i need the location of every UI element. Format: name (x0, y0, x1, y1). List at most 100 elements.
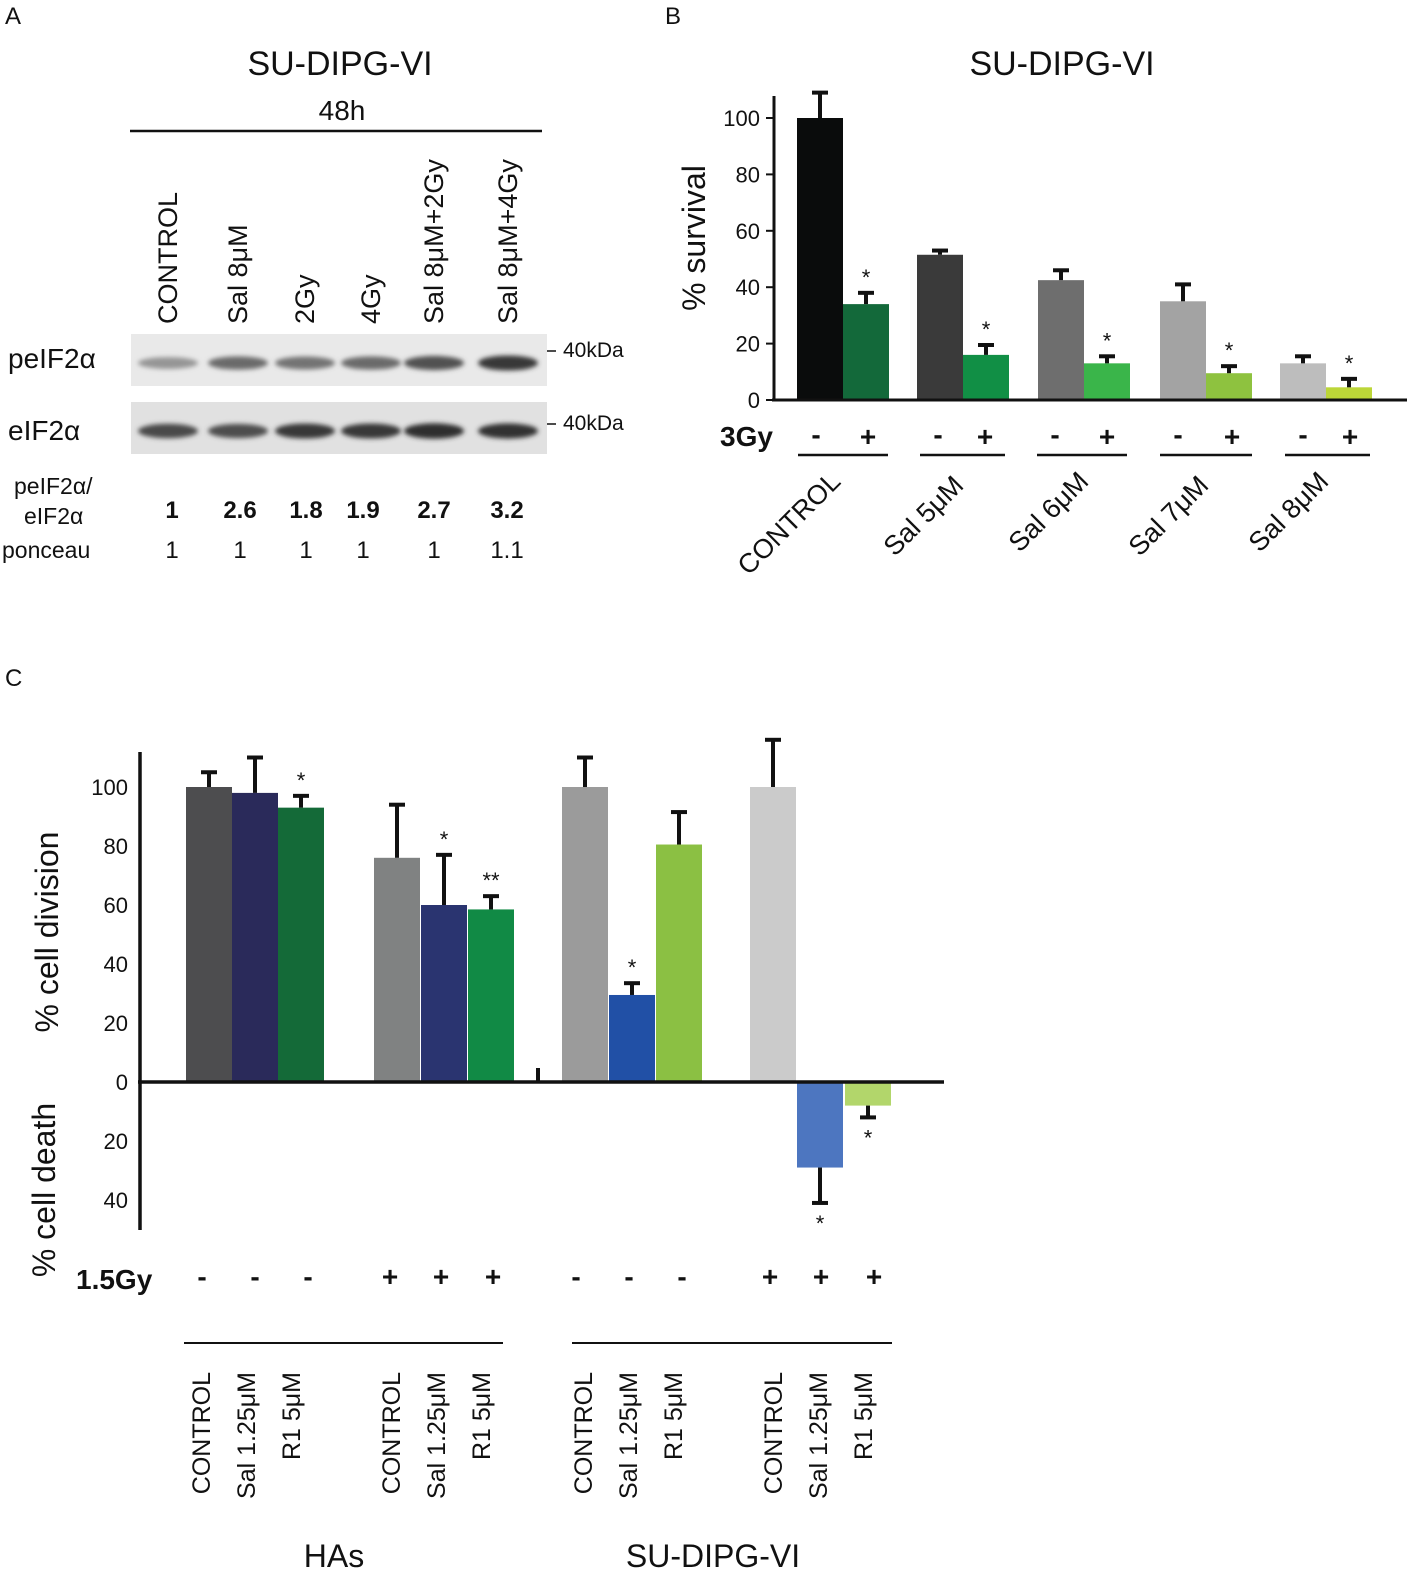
significance-star: * (816, 1211, 825, 1236)
panel-a-title: SU-DIPG-VI (247, 45, 432, 83)
significance-star: * (1225, 338, 1234, 363)
category-label: Sal 6μM (1003, 466, 1095, 558)
treatment-sign: + (813, 1261, 829, 1292)
category-label: Sal 5μM (878, 470, 970, 562)
ponceau-value: 1 (356, 537, 369, 564)
lane-label: CONTROL (153, 192, 183, 324)
panel-c-letter: C (5, 665, 22, 692)
y-tick-label: 100 (91, 775, 128, 800)
survival-bar (1326, 387, 1372, 400)
treatment-sign: + (762, 1261, 778, 1292)
ratio-label-line2: eIF2α (24, 503, 83, 529)
panel-b-title: SU-DIPG-VI (969, 45, 1154, 83)
category-label: R1 5μM (660, 1372, 688, 1460)
ponceau-value: 1.1 (490, 537, 523, 564)
y-tick-label: 20 (104, 1129, 128, 1154)
panel-b-categories: CONTROL Sal 5μM Sal 6μM Sal 7μM Sal 8μM (732, 466, 1335, 581)
division-bar (656, 844, 702, 1082)
category-label: R1 5μM (278, 1372, 306, 1460)
treatment-sign: - (197, 1261, 206, 1292)
survival-bar (917, 254, 963, 400)
panel-a: A SU-DIPG-VI 48h CONTROL Sal 8μM 2Gy 4Gy Sal… (2, 3, 624, 564)
panel-c-bars: ******* (186, 737, 891, 1236)
lane-label: Sal 8μM+2Gy (419, 159, 449, 324)
panel-b-ylabel: % survival (676, 165, 712, 311)
treatment-minus: - (1173, 419, 1182, 450)
significance-star: * (864, 1125, 873, 1150)
panel-a-letter: A (5, 3, 21, 30)
blot-band (275, 423, 335, 439)
division-bar (186, 787, 232, 1082)
survival-bar (1160, 301, 1206, 400)
ratio-value: 1.8 (289, 497, 322, 524)
ponceau-value: 1 (299, 537, 312, 564)
survival-bar (1038, 280, 1084, 400)
division-bar (845, 1082, 891, 1106)
treatment-minus: - (1050, 419, 1059, 450)
category-label: Sal 1.25μM (233, 1372, 261, 1499)
panel-c-ylabel-bottom: % cell death (26, 1103, 62, 1277)
category-label: Sal 1.25μM (805, 1372, 833, 1499)
ponceau-label: ponceau (2, 537, 90, 563)
treatment-minus: - (811, 419, 820, 450)
significance-star: * (628, 955, 637, 980)
category-label: CONTROL (732, 466, 847, 581)
division-bar (278, 807, 324, 1082)
blot-band (138, 357, 198, 369)
treatment-sign: + (866, 1261, 882, 1292)
blot-band (478, 355, 538, 371)
ratio-value: 2.7 (417, 497, 450, 524)
treatment-plus: + (1342, 421, 1358, 452)
ratio-value: 2.6 (223, 497, 256, 524)
division-bar (421, 905, 467, 1082)
blot-band (275, 356, 335, 370)
survival-bar (1280, 363, 1326, 400)
y-tick-label: 40 (104, 952, 128, 977)
division-bar (232, 792, 278, 1082)
survival-bar (1206, 373, 1252, 400)
category-label: Sal 8μM (1243, 466, 1335, 558)
ratio-value: 1 (165, 497, 178, 524)
blot-band (404, 355, 464, 371)
y-tick-label: 0 (116, 1070, 128, 1095)
blot-band (478, 423, 538, 439)
lane-label: Sal 8μM+4Gy (493, 159, 523, 324)
panel-c-treatment-row: - - - + + + - - - + + + (197, 1261, 882, 1292)
significance-star: * (982, 317, 991, 342)
panel-c-categories: CONTROL Sal 1.25μM R1 5μM CONTROL Sal 1.25μM… (188, 1372, 878, 1499)
marker-40kda-2: 40kDa (563, 412, 624, 435)
panel-b-treatment-row: - + - + - + - + - + (798, 419, 1370, 457)
survival-bar (1084, 363, 1130, 400)
panel-a-timepoint: 48h (319, 95, 366, 126)
blot-strip-peif2a (131, 334, 547, 386)
treatment-sign: - (303, 1261, 312, 1292)
category-label: Sal 7μM (1123, 470, 1215, 562)
category-label: R1 5μM (468, 1372, 496, 1460)
y-tick-label: 60 (736, 219, 760, 244)
ponceau-value: 1 (233, 537, 246, 564)
group-label-has: HAs (304, 1538, 364, 1574)
y-tick-label: 0 (748, 388, 760, 413)
y-tick-label: 20 (104, 1011, 128, 1036)
survival-bar (797, 118, 843, 400)
lane-labels: CONTROL Sal 8μM 2Gy 4Gy Sal 8μM+2Gy Sal 8μM+4… (153, 159, 523, 324)
treatment-sign: - (250, 1261, 259, 1292)
panel-b-y-ticks: 0 20 40 60 80 100 (723, 106, 774, 413)
ratio-value: 1.9 (346, 497, 379, 524)
y-tick-label: 80 (736, 162, 760, 187)
category-label: CONTROL (570, 1372, 598, 1494)
survival-bar (963, 354, 1009, 400)
y-tick-label: 80 (104, 834, 128, 859)
lane-label: 4Gy (356, 274, 386, 324)
y-tick-label: 20 (736, 332, 760, 357)
treatment-sign: + (433, 1261, 449, 1292)
treatment-plus: + (977, 421, 993, 452)
blot-band (208, 356, 268, 370)
significance-star: * (1103, 328, 1112, 353)
division-bar (750, 787, 796, 1082)
category-label: CONTROL (188, 1372, 216, 1494)
blot-band (341, 356, 401, 370)
ratio-value: 3.2 (490, 497, 523, 524)
significance-star: * (862, 265, 871, 290)
treatment-minus: - (933, 419, 942, 450)
